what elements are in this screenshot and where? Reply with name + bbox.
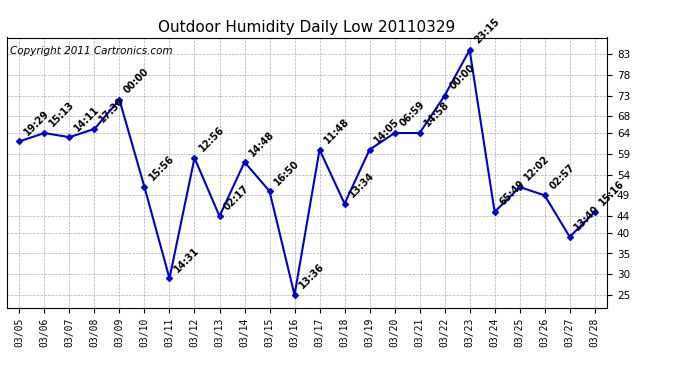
Text: 14:58: 14:58	[422, 100, 451, 129]
Text: 17:30: 17:30	[97, 96, 126, 125]
Text: 14:31: 14:31	[172, 245, 201, 274]
Text: Copyright 2011 Cartronics.com: Copyright 2011 Cartronics.com	[10, 46, 172, 56]
Text: 15:13: 15:13	[47, 100, 76, 129]
Text: 65:49: 65:49	[497, 179, 526, 208]
Text: 15:56: 15:56	[147, 154, 176, 183]
Text: 23:15: 23:15	[473, 17, 502, 46]
Text: 13:36: 13:36	[297, 262, 326, 291]
Text: 00:00: 00:00	[122, 67, 151, 96]
Text: 00:00: 00:00	[447, 63, 476, 92]
Text: 06:59: 06:59	[397, 100, 426, 129]
Text: 02:17: 02:17	[222, 183, 251, 212]
Text: 12:56: 12:56	[197, 125, 226, 154]
Text: 13:34: 13:34	[347, 171, 376, 200]
Text: 19:29: 19:29	[22, 108, 51, 137]
Text: 15:16: 15:16	[598, 179, 627, 208]
Text: 14:05: 14:05	[373, 117, 402, 146]
Title: Outdoor Humidity Daily Low 20110329: Outdoor Humidity Daily Low 20110329	[159, 20, 455, 35]
Text: 11:48: 11:48	[322, 116, 351, 146]
Text: 16:50: 16:50	[273, 158, 302, 187]
Text: 14:11: 14:11	[72, 104, 101, 133]
Text: 12:02: 12:02	[522, 154, 551, 183]
Text: 14:48: 14:48	[247, 129, 277, 158]
Text: 13:40: 13:40	[573, 204, 602, 233]
Text: 02:57: 02:57	[547, 162, 576, 191]
